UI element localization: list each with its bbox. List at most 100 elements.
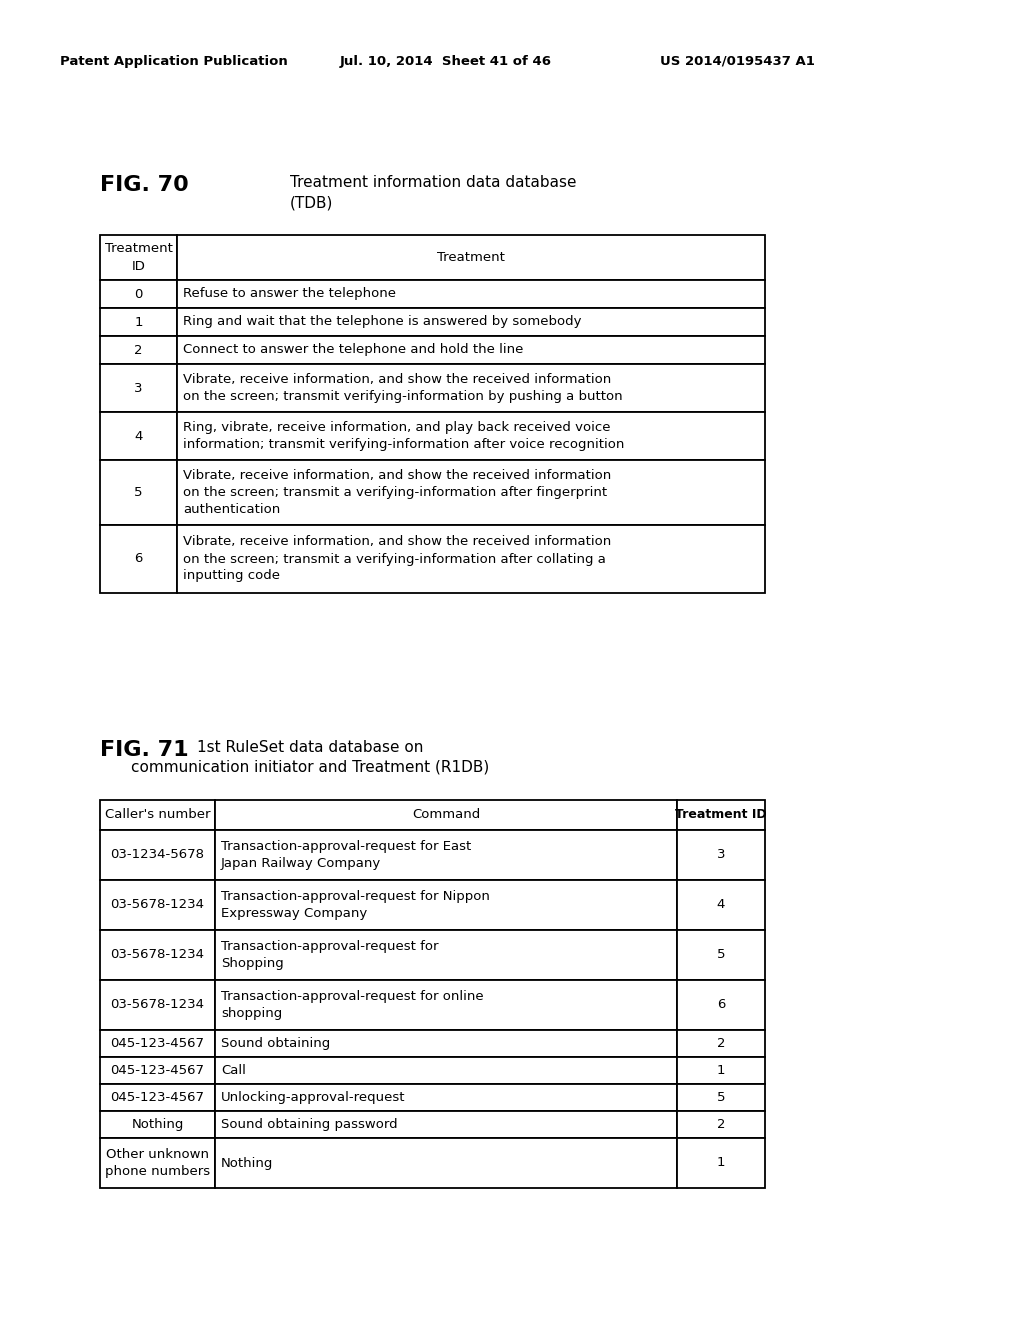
Bar [177,364,765,412]
Text: Call: Call [221,1064,246,1077]
Bar [100,364,177,412]
Text: Treatment ID: Treatment ID [675,808,767,821]
Bar [215,1030,677,1057]
Text: Unlocking-approval-request: Unlocking-approval-request [221,1092,406,1104]
Bar [100,235,177,280]
Text: Command: Command [412,808,480,821]
Text: communication initiator and Treatment (R1DB): communication initiator and Treatment (R… [131,760,489,775]
Text: 1: 1 [717,1064,725,1077]
Bar [177,235,765,280]
Text: 3: 3 [717,849,725,862]
Bar [100,830,215,880]
Text: 4: 4 [134,429,142,442]
Text: Vibrate, receive information, and show the received information
on the screen; t: Vibrate, receive information, and show t… [183,469,611,516]
Text: 3: 3 [134,381,142,395]
Bar [677,979,765,1030]
Bar [100,979,215,1030]
Text: Treatment information data database: Treatment information data database [290,176,577,190]
Text: 045-123-4567: 045-123-4567 [111,1064,205,1077]
Bar [215,800,677,830]
Text: 2: 2 [717,1038,725,1049]
Bar [677,800,765,830]
Text: Sound obtaining password: Sound obtaining password [221,1118,397,1131]
Text: Treatment
ID: Treatment ID [104,243,172,272]
Bar [215,1057,677,1084]
Bar [100,525,177,593]
Text: US 2014/0195437 A1: US 2014/0195437 A1 [660,55,815,69]
Text: Sound obtaining: Sound obtaining [221,1038,331,1049]
Text: Nothing: Nothing [221,1156,273,1170]
Bar [215,1138,677,1188]
Text: Transaction-approval-request for
Shopping: Transaction-approval-request for Shoppin… [221,940,438,970]
Bar [100,1057,215,1084]
Text: 03-5678-1234: 03-5678-1234 [111,949,205,961]
Bar [677,880,765,931]
Bar [100,1138,215,1188]
Text: 6: 6 [717,998,725,1011]
Bar [100,459,177,525]
Bar [177,308,765,337]
Text: 6: 6 [134,553,142,565]
Text: Caller's number: Caller's number [104,808,210,821]
Text: 4: 4 [717,899,725,912]
Bar [677,1138,765,1188]
Bar [677,931,765,979]
Text: 03-5678-1234: 03-5678-1234 [111,998,205,1011]
Bar [100,880,215,931]
Bar [215,1111,677,1138]
Bar [100,412,177,459]
Text: Transaction-approval-request for Nippon
Expressway Company: Transaction-approval-request for Nippon … [221,890,489,920]
Text: 1: 1 [717,1156,725,1170]
Text: 2: 2 [134,343,142,356]
Bar [177,337,765,364]
Text: 03-1234-5678: 03-1234-5678 [111,849,205,862]
Bar [215,880,677,931]
Text: 03-5678-1234: 03-5678-1234 [111,899,205,912]
Text: 5: 5 [134,486,142,499]
Text: 5: 5 [717,949,725,961]
Bar [177,280,765,308]
Text: Transaction-approval-request for online
shopping: Transaction-approval-request for online … [221,990,483,1020]
Text: Transaction-approval-request for East
Japan Railway Company: Transaction-approval-request for East Ja… [221,840,471,870]
Text: Other unknown
phone numbers: Other unknown phone numbers [104,1148,210,1177]
Text: Vibrate, receive information, and show the received information
on the screen; t: Vibrate, receive information, and show t… [183,374,623,403]
Text: Refuse to answer the telephone: Refuse to answer the telephone [183,288,396,301]
Bar [100,1111,215,1138]
Text: 045-123-4567: 045-123-4567 [111,1092,205,1104]
Text: (TDB): (TDB) [290,195,334,210]
Bar [100,800,215,830]
Bar [215,1084,677,1111]
Text: 1st RuleSet data database on: 1st RuleSet data database on [197,741,423,755]
Text: 2: 2 [717,1118,725,1131]
Bar [100,280,177,308]
Text: 1: 1 [134,315,142,329]
Bar [677,1111,765,1138]
Text: 0: 0 [134,288,142,301]
Bar [100,1030,215,1057]
Text: Ring, vibrate, receive information, and play back received voice
information; tr: Ring, vibrate, receive information, and … [183,421,625,451]
Bar [100,308,177,337]
Text: Vibrate, receive information, and show the received information
on the screen; t: Vibrate, receive information, and show t… [183,536,611,582]
Bar [215,830,677,880]
Bar [677,830,765,880]
Bar [177,525,765,593]
Bar [215,931,677,979]
Text: FIG. 71: FIG. 71 [100,741,188,760]
Text: Nothing: Nothing [131,1118,183,1131]
Text: 045-123-4567: 045-123-4567 [111,1038,205,1049]
Text: FIG. 70: FIG. 70 [100,176,188,195]
Bar [215,979,677,1030]
Text: Patent Application Publication: Patent Application Publication [60,55,288,69]
Bar [677,1030,765,1057]
Bar [677,1084,765,1111]
Text: Ring and wait that the telephone is answered by somebody: Ring and wait that the telephone is answ… [183,315,582,329]
Bar [100,337,177,364]
Text: 5: 5 [717,1092,725,1104]
Text: Connect to answer the telephone and hold the line: Connect to answer the telephone and hold… [183,343,523,356]
Bar [177,412,765,459]
Bar [177,459,765,525]
Bar [677,1057,765,1084]
Text: Jul. 10, 2014  Sheet 41 of 46: Jul. 10, 2014 Sheet 41 of 46 [340,55,552,69]
Text: Treatment: Treatment [437,251,505,264]
Bar [100,931,215,979]
